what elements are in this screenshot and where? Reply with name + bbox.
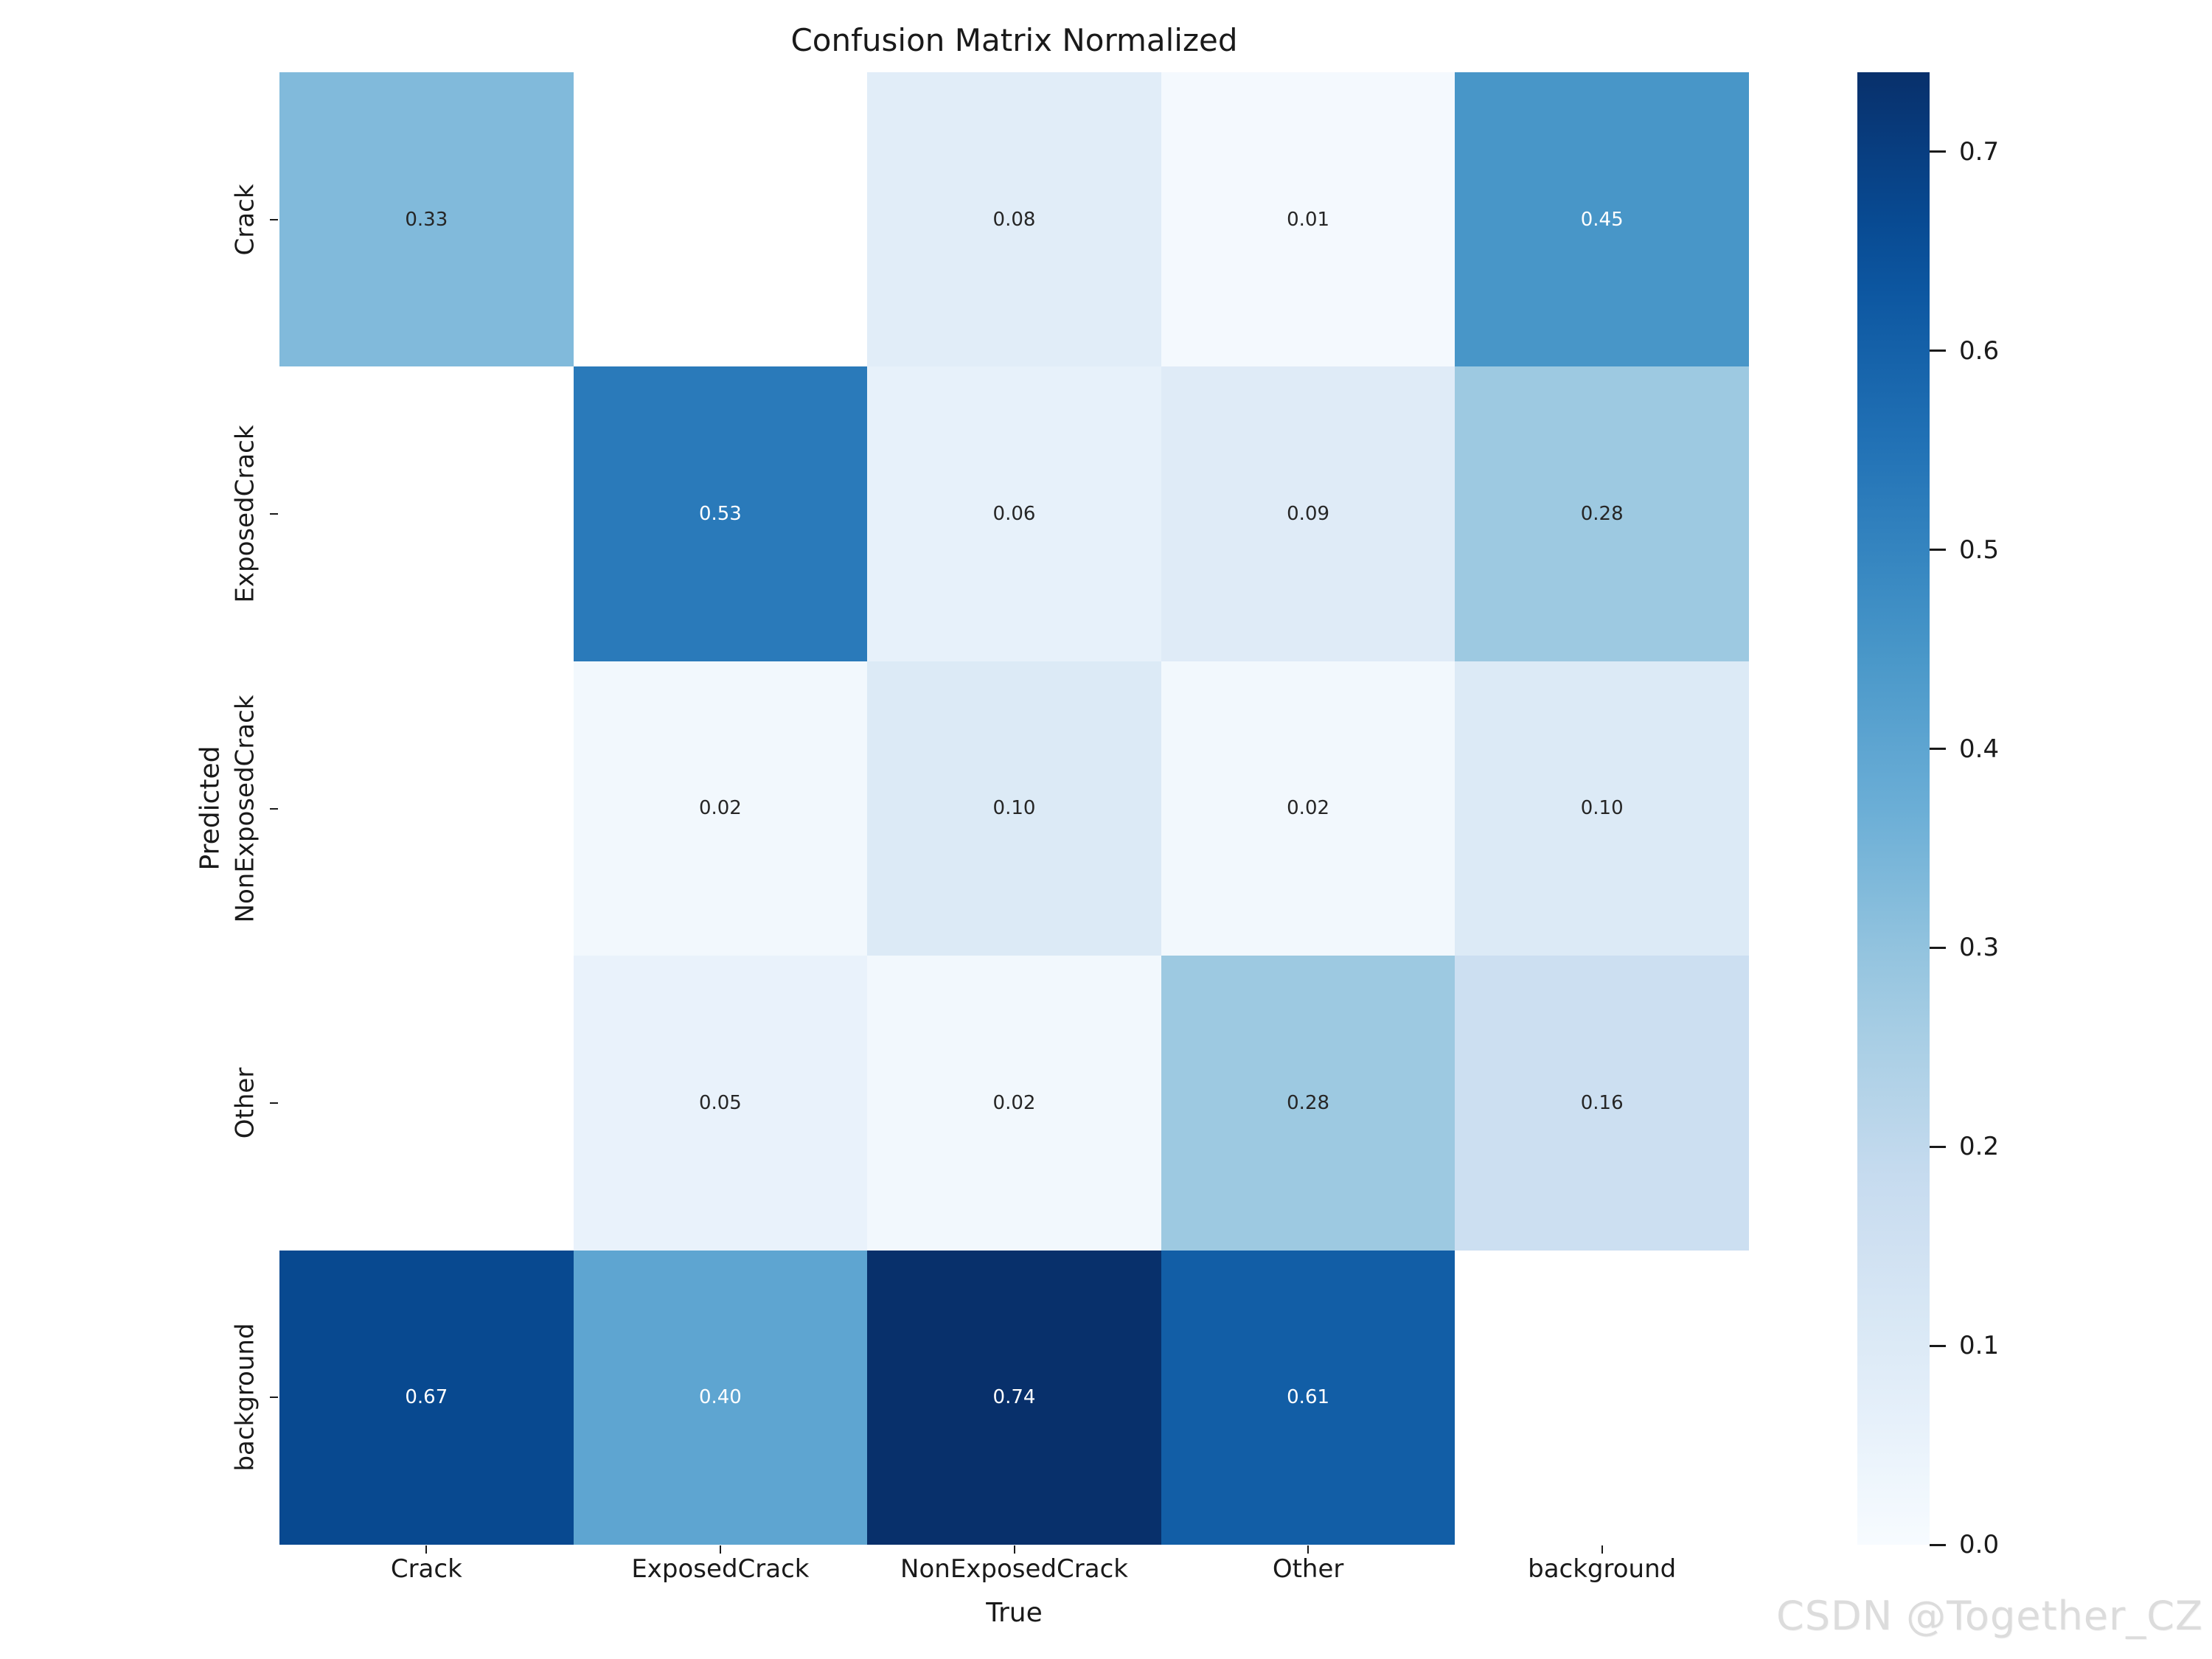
cell-value: 0.40 bbox=[698, 1386, 742, 1409]
cell-value: 0.08 bbox=[992, 208, 1036, 231]
heatmap-cell-ExposedCrack-background: 0.28 bbox=[1455, 366, 1749, 661]
cell-value: 0.16 bbox=[1580, 1091, 1624, 1114]
cell-value: 0.10 bbox=[992, 797, 1036, 820]
y-tick-mark bbox=[270, 513, 278, 515]
colorbar-tick-mark bbox=[1930, 946, 1946, 949]
colorbar-tick-label-0.5: 0.5 bbox=[1959, 535, 2000, 565]
heatmap-cell-NonExposedCrack-background: 0.10 bbox=[1455, 661, 1749, 956]
y-tick-label-ExposedCrack: ExposedCrack bbox=[230, 425, 260, 603]
colorbar-tick-mark bbox=[1930, 748, 1946, 751]
y-tick-mark bbox=[270, 1397, 278, 1399]
y-axis-label: Predicted bbox=[195, 745, 226, 871]
y-tick-mark bbox=[270, 807, 278, 810]
colorbar-tick-mark bbox=[1930, 1344, 1946, 1347]
y-tick-label-background: background bbox=[230, 1323, 260, 1472]
x-tick-mark bbox=[1307, 1545, 1310, 1554]
x-tick-label-ExposedCrack: ExposedCrack bbox=[631, 1554, 810, 1584]
colorbar-tick-mark bbox=[1930, 349, 1946, 352]
colorbar-tick-label-0.1: 0.1 bbox=[1959, 1331, 2000, 1361]
x-tick-mark bbox=[719, 1545, 721, 1554]
cell-value: 0.02 bbox=[992, 1091, 1036, 1114]
cell-value: 0.02 bbox=[698, 797, 742, 820]
heatmap-grid: 0.33 0.08 0.01 0.45 0.53 0.06 0.09 0.28 0.02 0.10… bbox=[279, 72, 1749, 1545]
heatmap-cell-Crack-Other: 0.01 bbox=[1161, 72, 1455, 367]
y-tick-label-Other: Other bbox=[230, 1067, 260, 1139]
heatmap-cell-Other-Other: 0.28 bbox=[1161, 956, 1455, 1251]
cell-value: 0.53 bbox=[698, 503, 742, 526]
colorbar-tick-label-0.2: 0.2 bbox=[1959, 1132, 2000, 1162]
heatmap-cell-NonExposedCrack-NonExposedCrack: 0.10 bbox=[867, 661, 1161, 956]
heatmap-cell-background-ExposedCrack: 0.40 bbox=[573, 1250, 868, 1545]
y-tick-mark bbox=[270, 218, 278, 220]
heatmap-cell-ExposedCrack-NonExposedCrack: 0.06 bbox=[867, 366, 1161, 661]
cell-value: 0.28 bbox=[1287, 1091, 1330, 1114]
heatmap-cell-Other-Crack bbox=[279, 956, 574, 1251]
cell-value: 0.74 bbox=[992, 1386, 1036, 1409]
colorbar bbox=[1857, 72, 1930, 1545]
cell-value: 0.02 bbox=[1287, 797, 1330, 820]
x-tick-label-NonExposedCrack: NonExposedCrack bbox=[900, 1554, 1128, 1584]
cell-value: 0.61 bbox=[1287, 1386, 1330, 1409]
cell-value: 0.10 bbox=[1580, 797, 1624, 820]
y-tick-label-Crack: Crack bbox=[230, 184, 260, 256]
x-tick-mark bbox=[425, 1545, 428, 1554]
heatmap-cell-ExposedCrack-Crack bbox=[279, 366, 574, 661]
colorbar-tick-label-0.4: 0.4 bbox=[1959, 734, 2000, 764]
x-tick-label-Crack: Crack bbox=[390, 1554, 462, 1584]
heatmap-cell-Other-NonExposedCrack: 0.02 bbox=[867, 956, 1161, 1251]
colorbar-tick-mark bbox=[1930, 1145, 1946, 1148]
colorbar-tick-mark bbox=[1930, 150, 1946, 153]
colorbar-tick-label-0.3: 0.3 bbox=[1959, 933, 2000, 963]
cell-value: 0.01 bbox=[1287, 208, 1330, 231]
cell-value: 0.33 bbox=[405, 208, 448, 231]
heatmap-cell-Other-ExposedCrack: 0.05 bbox=[573, 956, 868, 1251]
heatmap-cell-Other-background: 0.16 bbox=[1455, 956, 1749, 1251]
x-axis-label: True bbox=[986, 1598, 1043, 1628]
cell-value: 0.67 bbox=[405, 1386, 448, 1409]
y-tick-mark bbox=[270, 1102, 278, 1104]
colorbar-tick-label-0.6: 0.6 bbox=[1959, 335, 2000, 366]
x-tick-mark bbox=[1601, 1545, 1603, 1554]
heatmap-cell-NonExposedCrack-Other: 0.02 bbox=[1161, 661, 1455, 956]
heatmap-cell-Crack-background: 0.45 bbox=[1455, 72, 1749, 367]
colorbar-tick-mark bbox=[1930, 549, 1946, 552]
x-tick-label-Other: Other bbox=[1272, 1554, 1344, 1584]
chart-title: Confusion Matrix Normalized bbox=[790, 22, 1238, 58]
heatmap-cell-Crack-NonExposedCrack: 0.08 bbox=[867, 72, 1161, 367]
heatmap-cell-background-Other: 0.61 bbox=[1161, 1250, 1455, 1545]
heatmap-cell-NonExposedCrack-Crack bbox=[279, 661, 574, 956]
x-tick-label-background: background bbox=[1528, 1554, 1677, 1584]
heatmap-cell-Crack-ExposedCrack bbox=[573, 72, 868, 367]
heatmap-cell-ExposedCrack-Other: 0.09 bbox=[1161, 366, 1455, 661]
x-tick-mark bbox=[1013, 1545, 1015, 1554]
heatmap-cell-ExposedCrack-ExposedCrack: 0.53 bbox=[573, 366, 868, 661]
colorbar-tick-mark bbox=[1930, 1543, 1946, 1546]
cell-value: 0.05 bbox=[698, 1091, 742, 1114]
heatmap-cell-NonExposedCrack-ExposedCrack: 0.02 bbox=[573, 661, 868, 956]
cell-value: 0.28 bbox=[1580, 503, 1624, 526]
watermark: CSDN @Together_CZ bbox=[1776, 1593, 2203, 1639]
cell-value: 0.45 bbox=[1580, 208, 1624, 231]
heatmap-cell-Crack-Crack: 0.33 bbox=[279, 72, 574, 367]
heatmap-cell-background-NonExposedCrack: 0.74 bbox=[867, 1250, 1161, 1545]
cell-value: 0.06 bbox=[992, 503, 1036, 526]
cell-value: 0.09 bbox=[1287, 503, 1330, 526]
colorbar-tick-label-0.0: 0.0 bbox=[1959, 1530, 2000, 1559]
colorbar-tick-label-0.7: 0.7 bbox=[1959, 136, 2000, 167]
y-tick-label-NonExposedCrack: NonExposedCrack bbox=[230, 695, 260, 922]
heatmap-cell-background-Crack: 0.67 bbox=[279, 1250, 574, 1545]
heatmap-cell-background-background bbox=[1455, 1250, 1749, 1545]
